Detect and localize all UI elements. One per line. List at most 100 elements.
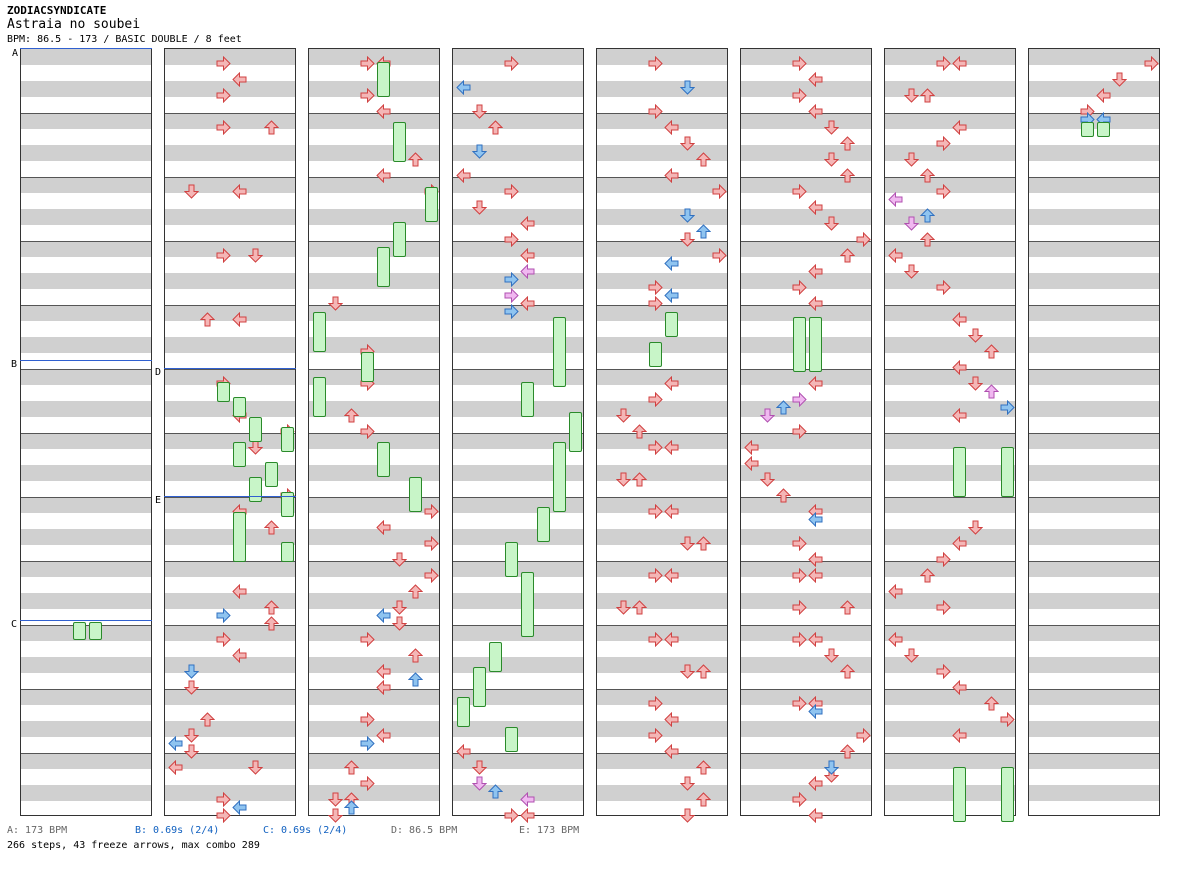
measure-line [309, 561, 439, 562]
measure-line [597, 497, 727, 498]
step-arrow [504, 303, 519, 320]
step-arrow [456, 743, 471, 760]
step-arrow [456, 79, 471, 96]
step-arrow [792, 599, 807, 616]
freeze-arrow [233, 397, 246, 417]
measure-line [741, 689, 871, 690]
freeze-arrow [361, 352, 374, 382]
chart-column [164, 48, 296, 816]
measure-line [597, 177, 727, 178]
step-arrow [903, 88, 920, 103]
freeze-arrow [649, 342, 662, 367]
measure-line [165, 433, 295, 434]
measure-line [21, 113, 151, 114]
freeze-arrow [569, 412, 582, 452]
step-arrow [520, 215, 535, 232]
measure-line [453, 241, 583, 242]
step-arrow [967, 376, 984, 391]
step-arrow [856, 727, 871, 744]
step-arrow [520, 791, 535, 808]
step-arrow [376, 103, 391, 120]
freeze-arrow [1097, 122, 1110, 137]
freeze-arrow [1001, 447, 1014, 497]
measure-line [165, 753, 295, 754]
measure-line [21, 497, 151, 498]
step-arrow [216, 119, 231, 136]
step-arrow [679, 136, 696, 151]
freeze-arrow [473, 667, 486, 707]
measure-line [885, 625, 1015, 626]
step-arrow [919, 208, 936, 223]
step-arrow [808, 295, 823, 312]
measure-line [165, 241, 295, 242]
step-arrow [360, 631, 375, 648]
measure-line [1029, 689, 1159, 690]
measure-line [741, 753, 871, 754]
step-arrow [327, 296, 344, 311]
measure-line [309, 497, 439, 498]
marker-line [20, 48, 152, 49]
measure-line [885, 177, 1015, 178]
step-arrow [808, 703, 823, 720]
freeze-arrow [377, 62, 390, 97]
measure-line [597, 561, 727, 562]
measure-line [165, 113, 295, 114]
freeze-arrow [553, 317, 566, 387]
step-arrow [744, 455, 759, 472]
step-arrow [792, 423, 807, 440]
freeze-arrow [281, 492, 294, 517]
step-arrow [424, 535, 439, 552]
step-arrow [936, 135, 951, 152]
step-arrow [263, 600, 280, 615]
measure-line [1029, 753, 1159, 754]
measure-line [1029, 369, 1159, 370]
step-arrow [216, 791, 231, 808]
step-arrow [888, 191, 903, 208]
step-arrow [792, 535, 807, 552]
measure-line [1029, 177, 1159, 178]
measure-line [597, 753, 727, 754]
step-arrow [232, 71, 247, 88]
measure-line [597, 369, 727, 370]
measure-line [309, 625, 439, 626]
measure-line [309, 689, 439, 690]
step-arrow [232, 583, 247, 600]
step-arrow [232, 183, 247, 200]
step-arrow [664, 631, 679, 648]
measure-line [1029, 561, 1159, 562]
step-arrow [936, 551, 951, 568]
step-arrow [648, 295, 663, 312]
chart-column [596, 48, 728, 816]
step-arrow [471, 776, 488, 791]
measure-line [741, 241, 871, 242]
freeze-arrow [265, 462, 278, 487]
step-arrow [712, 247, 727, 264]
step-arrow [792, 695, 807, 712]
step-arrow [903, 152, 920, 167]
step-arrow [471, 200, 488, 215]
step-arrow [216, 55, 231, 72]
step-arrow [792, 791, 807, 808]
step-arrow [952, 407, 967, 424]
step-arrow [216, 87, 231, 104]
measure-line [741, 433, 871, 434]
marker-line [20, 360, 152, 361]
measure-line [741, 625, 871, 626]
measure-line [1029, 625, 1159, 626]
step-arrow [823, 216, 840, 231]
step-arrow [952, 535, 967, 552]
step-arrow [679, 232, 696, 247]
step-arrow [487, 120, 504, 135]
measure-line [165, 177, 295, 178]
step-arrow [792, 279, 807, 296]
step-arrow [952, 55, 967, 72]
step-arrow [695, 664, 712, 679]
step-arrow [839, 744, 856, 759]
measure-line [309, 241, 439, 242]
step-arrow [424, 567, 439, 584]
step-arrow [952, 311, 967, 328]
step-arrow [631, 472, 648, 487]
step-arrow [1144, 55, 1159, 72]
freeze-arrow [425, 187, 438, 222]
step-arrow [263, 120, 280, 135]
